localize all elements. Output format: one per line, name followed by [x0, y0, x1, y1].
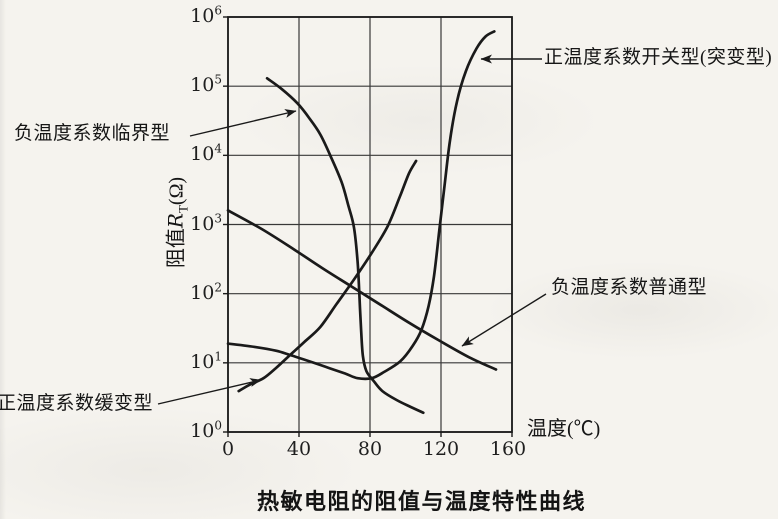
x-tick-label-80: 80: [357, 438, 383, 460]
x-tick-label-120: 120: [422, 438, 460, 460]
y-tick-label-1e3: 103: [190, 211, 222, 235]
y-tick-label-1e6: 106: [190, 3, 222, 27]
y-tick-label-1e1: 101: [190, 349, 222, 373]
plot-border: [227, 16, 513, 433]
curve-ptc-slow: [237, 159, 418, 393]
curve-ntc-ordinary: [226, 209, 498, 371]
curve-ptc-switch-abrupt: [226, 30, 496, 381]
y-tick-label-1e5: 105: [190, 72, 222, 97]
annotation-arrow-ntc-critical: [189, 109, 297, 137]
x-tick-label-40: 40: [286, 438, 312, 460]
x-tick-label-0: 0: [221, 438, 235, 460]
annotation-arrow-ntc-ordinary: [461, 293, 547, 347]
x-axis-title: 温度(℃): [527, 418, 601, 440]
x-tick-label-160: 160: [489, 438, 527, 460]
curves: [226, 30, 498, 415]
annotation-arrows: [157, 54, 547, 405]
y-tick-label-1e0: 100: [190, 418, 222, 442]
curve-ntc-critical: [265, 76, 425, 415]
figure-caption: 热敏电阻的阻值与温度特性曲线: [257, 489, 587, 514]
y-tick-label-1e2: 102: [190, 280, 222, 304]
y-axis-title-suffix: (Ω): [165, 176, 188, 206]
annotation-label-ntc-ordinary: 负温度系数普通型: [551, 277, 708, 298]
annotation-label-ptc-switch-abrupt: 正温度系数开关型(突变型): [544, 47, 773, 68]
plot-frame: [227, 16, 513, 433]
annotation-arrow-ptc-slow: [157, 378, 262, 405]
annotation-label-ntc-critical: 负温度系数临界型: [14, 123, 171, 144]
y-tick-label-1e4: 104: [190, 142, 222, 166]
annotation-label-ptc-slow: 正温度系数缓变型: [0, 393, 154, 414]
